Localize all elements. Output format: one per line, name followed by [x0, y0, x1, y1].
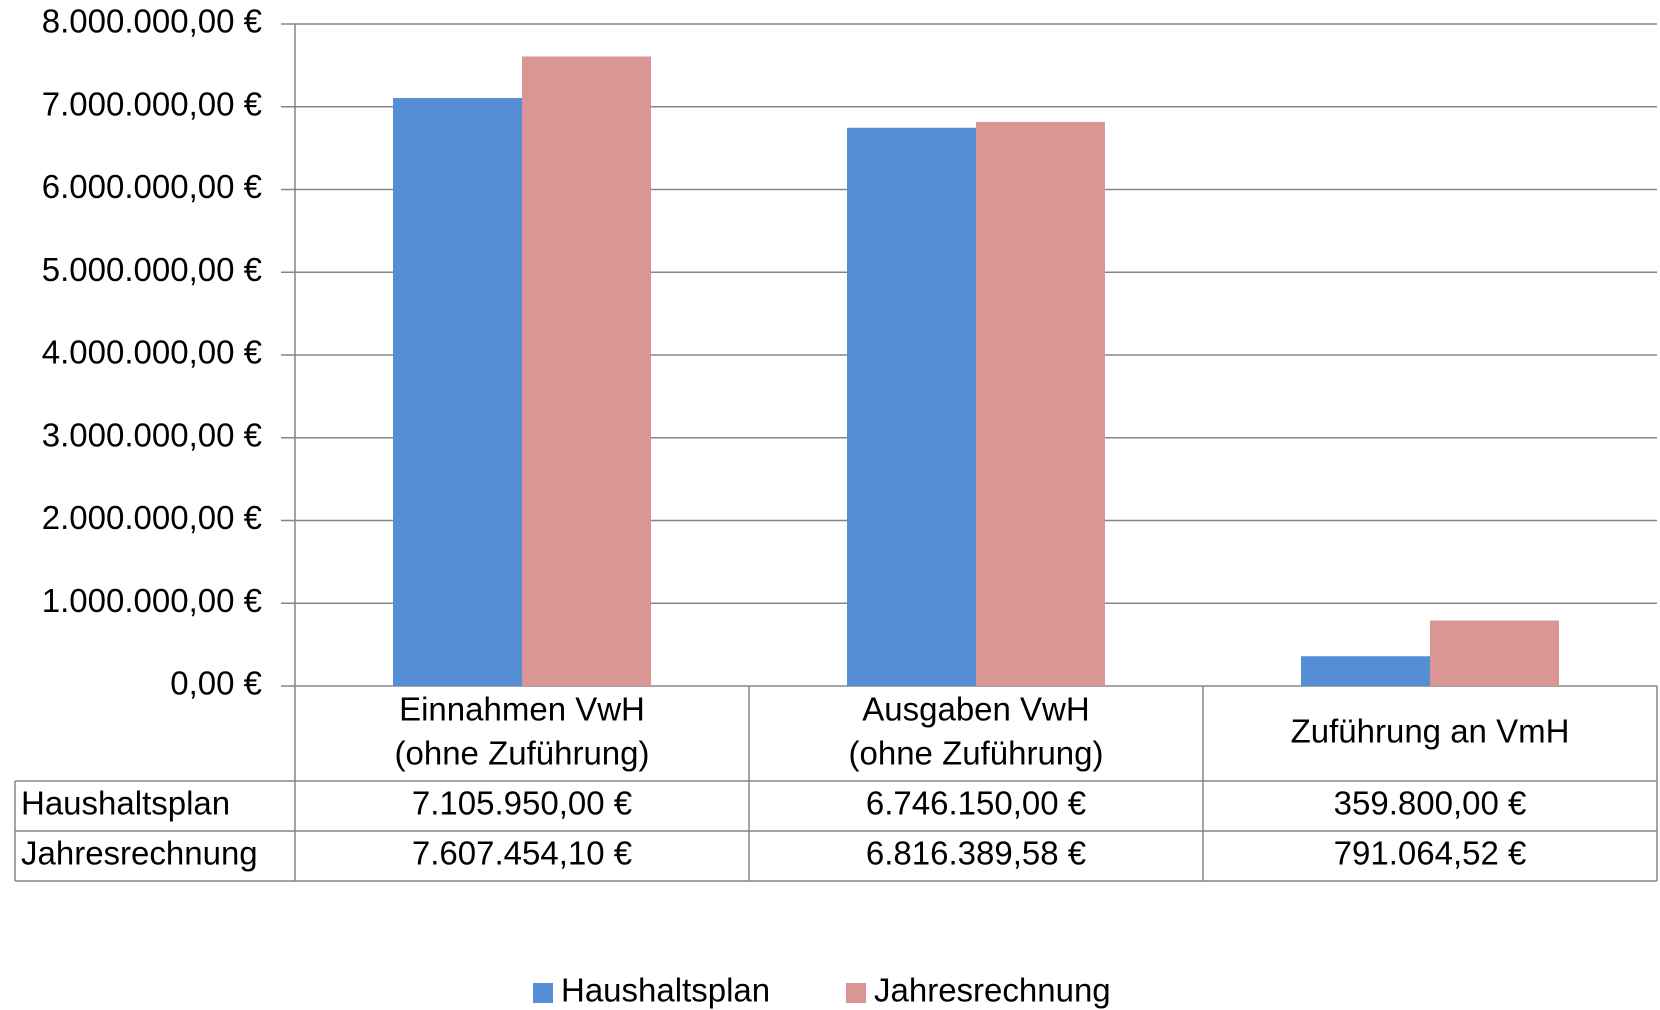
- y-tick-label: 3.000.000,00 €: [42, 416, 262, 453]
- data-table-cell: 7.105.950,00 €: [412, 785, 632, 822]
- legend-swatch: [846, 983, 866, 1003]
- y-tick-label: 5.000.000,00 €: [42, 251, 262, 288]
- legend-label: Jahresrechnung: [874, 972, 1111, 1009]
- y-tick-label: 8.000.000,00 €: [42, 3, 262, 40]
- y-tick-label: 1.000.000,00 €: [42, 582, 262, 619]
- category-line: (ohne Zuführung): [849, 734, 1104, 771]
- category-line: Zuführung an VmH: [1291, 712, 1570, 749]
- x-tick-label: Zuführung an VmH: [1291, 712, 1570, 749]
- data-table-cell: 7.607.454,10 €: [412, 835, 632, 872]
- category-line: Einnahmen VwH: [399, 690, 645, 727]
- data-table-cell: 359.800,00 €: [1334, 785, 1527, 822]
- legend-swatch: [533, 983, 553, 1003]
- x-tick-label: Ausgaben VwH (ohne Zuführung): [849, 690, 1104, 771]
- bar: [393, 97, 522, 686]
- bar: [522, 56, 651, 687]
- y-tick-label: 7.000.000,00 €: [42, 85, 262, 122]
- data-table-cell: 6.816.389,58 €: [866, 835, 1086, 872]
- y-tick-label: 6.000.000,00 €: [42, 168, 262, 205]
- x-tick-label: Einnahmen VwH (ohne Zuführung): [395, 690, 650, 771]
- row-header: Jahresrechnung: [21, 835, 258, 872]
- row-header: Haushaltsplan: [21, 785, 230, 822]
- legend-label: Haushaltsplan: [561, 972, 770, 1009]
- y-tick-label: 2.000.000,00 €: [42, 499, 262, 536]
- data-table-cell: 791.064,52 €: [1334, 835, 1527, 872]
- data-table-cell: 6.746.150,00 €: [866, 785, 1086, 822]
- bar: [1430, 620, 1559, 686]
- category-line: (ohne Zuführung): [395, 734, 650, 771]
- bar: [976, 121, 1105, 686]
- bar: [1301, 656, 1430, 686]
- bar: [847, 127, 976, 686]
- category-line: Ausgaben VwH: [862, 690, 1089, 727]
- y-tick-label: 4.000.000,00 €: [42, 334, 262, 371]
- y-tick-label: 0,00 €: [170, 665, 262, 702]
